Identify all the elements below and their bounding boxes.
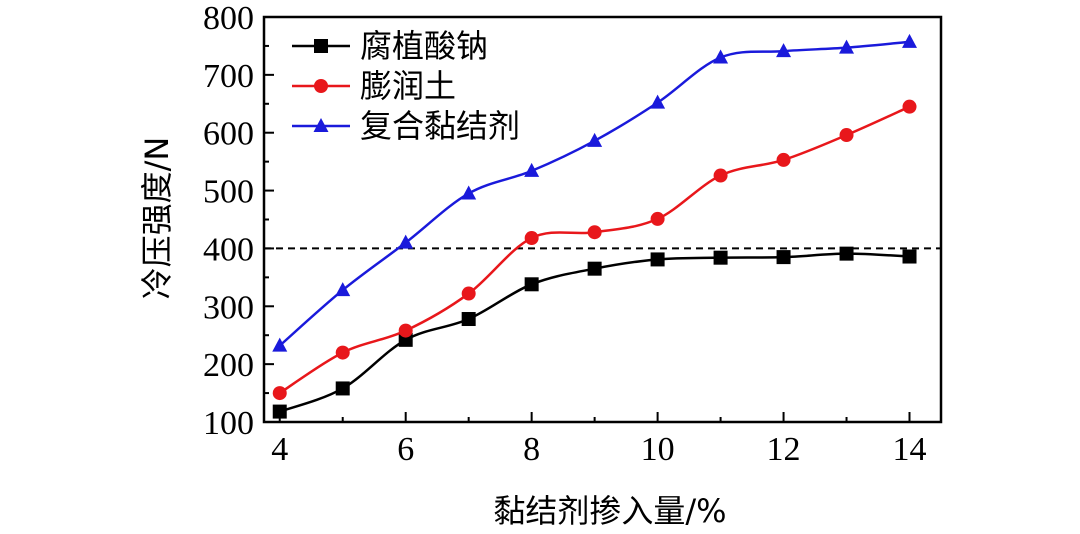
- y-tick-label: 600: [203, 116, 254, 153]
- legend-marker: [314, 79, 328, 93]
- data-point: [524, 231, 539, 246]
- data-point: [272, 337, 288, 352]
- y-axis-label: 冷压强度/N: [138, 137, 176, 300]
- y-tick-label: 400: [203, 231, 254, 268]
- data-point: [335, 345, 350, 360]
- legend-marker: [314, 39, 328, 53]
- legend-marker: [313, 118, 329, 132]
- x-tick-label: 14: [893, 431, 927, 468]
- data-point: [272, 404, 287, 419]
- data-point: [839, 246, 854, 261]
- data-point: [461, 286, 476, 301]
- data-point: [713, 168, 728, 183]
- data-point: [839, 128, 854, 143]
- series-0: [272, 246, 917, 419]
- legend-label: 腐植酸钠: [360, 27, 488, 65]
- y-tick-label: 300: [203, 289, 254, 326]
- data-point: [335, 381, 350, 396]
- data-point: [587, 132, 603, 147]
- data-point: [524, 277, 539, 292]
- legend-entry-2: 复合黏结剂: [292, 107, 520, 145]
- series-1: [272, 99, 917, 401]
- legend-label: 复合黏结剂: [360, 107, 520, 145]
- data-point: [713, 250, 728, 265]
- data-point: [650, 94, 666, 109]
- y-tick-label: 200: [203, 347, 254, 384]
- data-point: [902, 99, 917, 114]
- y-tick-label: 100: [203, 405, 254, 442]
- data-point: [461, 312, 476, 327]
- data-point: [587, 225, 602, 240]
- legend-label: 膨润土: [360, 67, 456, 105]
- data-point: [776, 152, 791, 167]
- x-tick-label: 10: [641, 431, 675, 468]
- data-point: [902, 33, 918, 48]
- x-tick-label: 4: [271, 431, 288, 468]
- data-point: [524, 162, 540, 177]
- series-line-0: [279, 252, 910, 413]
- legend-entry-0: 腐植酸钠: [292, 27, 488, 65]
- x-axis-label: 黏结剂掺入量/%: [493, 492, 726, 530]
- data-point: [776, 43, 792, 58]
- series-line-1: [279, 105, 911, 395]
- data-point: [335, 282, 351, 297]
- x-tick-label: 12: [767, 431, 801, 468]
- data-point: [650, 211, 665, 226]
- x-tick-label: 6: [397, 431, 414, 468]
- y-tick-label: 700: [203, 58, 254, 95]
- data-point: [839, 39, 855, 54]
- data-point: [398, 323, 413, 338]
- data-point: [398, 234, 414, 249]
- data-point: [776, 250, 791, 265]
- y-tick-label: 500: [203, 174, 254, 211]
- data-point: [713, 49, 729, 64]
- data-point: [902, 249, 917, 264]
- data-point: [587, 261, 602, 276]
- x-tick-label: 8: [523, 431, 540, 468]
- data-point: [272, 386, 287, 401]
- data-point: [461, 185, 477, 200]
- y-tick-label: 800: [203, 0, 254, 37]
- series-2: [272, 33, 918, 352]
- data-point: [650, 252, 665, 267]
- legend-entry-1: 膨润土: [292, 67, 456, 105]
